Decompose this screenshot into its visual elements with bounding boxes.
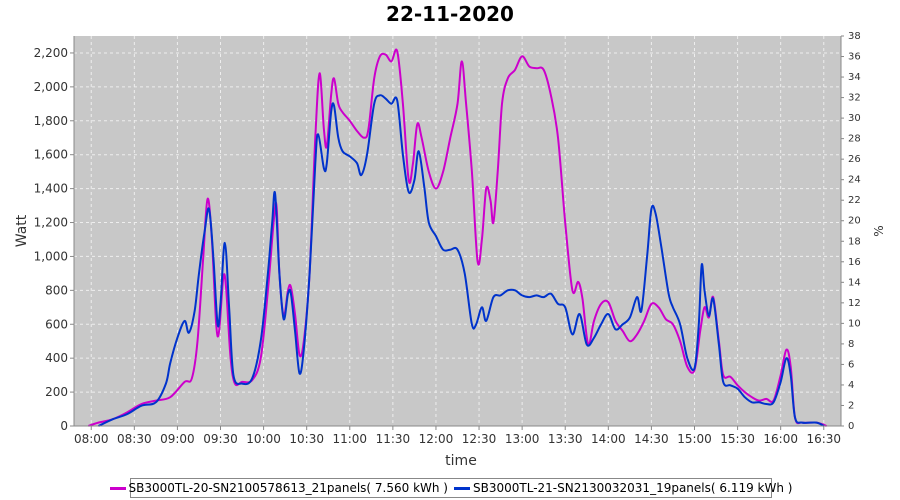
x-tick-label: 13:00 (505, 432, 540, 446)
y2-tick-label: 18 (848, 236, 861, 247)
y2-tick-label: 16 (848, 257, 861, 268)
plot-background (74, 36, 841, 426)
y2-tick-label: 4 (848, 380, 854, 391)
y2-tick-label: 2 (848, 400, 854, 411)
y2-axis-label: % (872, 225, 886, 236)
x-tick-label: 10:30 (289, 432, 324, 446)
y-tick-label: 0 (60, 419, 68, 433)
x-tick-label: 13:30 (548, 432, 583, 446)
y-tick-label: 200 (45, 385, 68, 399)
legend: SB3000TL-20-SN2100578613_21panels( 7.560… (109, 478, 792, 498)
series-layer (88, 48, 827, 427)
x-tick-label: 14:30 (634, 432, 669, 446)
x-tick-label: 08:00 (74, 432, 109, 446)
legend-swatch-series-1 (109, 486, 126, 490)
y2-tick-label: 30 (848, 113, 861, 124)
y-tick-label: 400 (45, 351, 68, 365)
y-tick-label: 2,200 (34, 46, 68, 60)
x-tick-label: 09:30 (203, 432, 238, 446)
y2-tick-label: 12 (848, 298, 861, 309)
series-line-2 (97, 94, 825, 427)
y2-tick-label: 6 (848, 359, 854, 370)
y2-tick-label: 20 (848, 216, 861, 227)
x-tick-label: 16:30 (806, 432, 841, 446)
y2-tick-label: 8 (848, 339, 854, 350)
y-axis-label: Watt (14, 214, 30, 247)
y2-tick-label: 14 (848, 277, 861, 288)
x-tick-label: 15:30 (720, 432, 755, 446)
y2-tick-label: 26 (848, 154, 861, 165)
x-tick-label: 12:30 (462, 432, 497, 446)
y-tick-label: 1,800 (34, 114, 68, 128)
x-tick-label: 12:00 (419, 432, 454, 446)
y2-tick-label: 28 (848, 134, 861, 145)
y2-tick-label: 10 (848, 318, 861, 329)
y2-tick-label: 22 (848, 195, 861, 206)
legend-label-series-2: SB3000TL-21-SN2130032031_19panels( 6.119… (473, 481, 793, 495)
y-tick-label: 1,200 (34, 216, 68, 230)
x-tick-label: 09:00 (160, 432, 195, 446)
legend-label-series-1: SB3000TL-20-SN2100578613_21panels( 7.560… (128, 481, 448, 495)
legend-item-series-1: SB3000TL-20-SN2100578613_21panels( 7.560… (109, 481, 448, 495)
y-tick-label: 1,600 (34, 148, 68, 162)
y-tick-label: 2,000 (34, 80, 68, 94)
legend-item-series-2: SB3000TL-21-SN2130032031_19panels( 6.119… (454, 481, 792, 495)
y2-tick-label: 36 (848, 52, 861, 63)
x-tick-label: 08:30 (117, 432, 152, 446)
x-axis-label: time (445, 453, 477, 469)
legend-swatch-series-2 (454, 486, 470, 490)
chart-title: 22-11-2020 (386, 2, 514, 26)
x-tick-label: 14:00 (591, 432, 626, 446)
y-tick-label: 800 (45, 283, 68, 297)
y-tick-label: 600 (45, 317, 68, 331)
y2-tick-label: 38 (848, 31, 861, 42)
x-tick-label: 10:00 (246, 432, 281, 446)
y2-tick-label: 24 (848, 175, 861, 186)
axes (73, 36, 842, 427)
y2-tick-label: 34 (848, 72, 861, 83)
y2-tick-label: 32 (848, 93, 861, 104)
y-tick-label: 1,000 (34, 249, 68, 263)
y2-tick-label: 0 (848, 421, 854, 432)
x-tick-label: 11:00 (332, 432, 367, 446)
y-tick-label: 1,400 (34, 182, 68, 196)
tick-labels: 02004006008001,0001,2001,4001,6001,8002,… (34, 31, 861, 446)
x-tick-label: 15:00 (677, 432, 712, 446)
x-tick-label: 11:30 (376, 432, 411, 446)
x-tick-label: 16:00 (763, 432, 798, 446)
